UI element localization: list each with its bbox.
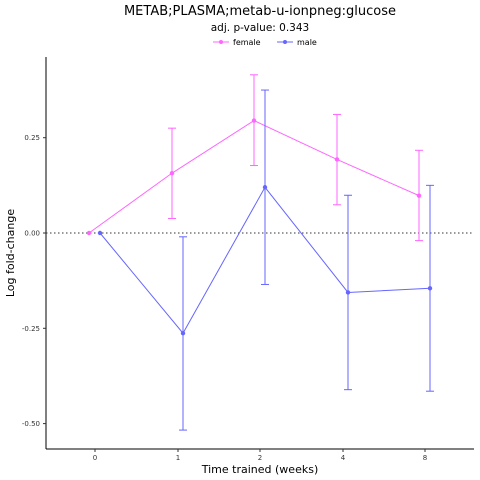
series-female [86, 74, 423, 242]
y-tick-label: -0.50 [22, 420, 40, 428]
x-axis-label: Time trained (weeks) [201, 463, 318, 476]
x-axis-ticks: 0 1 2 4 8 [93, 449, 427, 462]
x-tick-label: 1 [176, 454, 180, 462]
series-male [97, 89, 434, 431]
legend: female male [213, 38, 317, 47]
data-point-male [345, 290, 351, 295]
data-point-female [416, 193, 422, 198]
series-layer [86, 74, 434, 431]
y-axis-label: Log fold-change [4, 209, 17, 297]
data-point-female [169, 170, 175, 176]
data-point-male [97, 230, 103, 236]
data-point-male [180, 331, 186, 336]
y-tick-label: 0.25 [24, 134, 40, 142]
data-point-male [262, 185, 268, 190]
data-point-female [251, 118, 257, 123]
x-tick-label: 0 [93, 454, 97, 462]
chart-subtitle: adj. p-value: 0.343 [211, 22, 309, 34]
y-tick-label: 0.00 [24, 230, 40, 238]
data-point-male [427, 286, 433, 291]
x-tick-label: 8 [423, 454, 427, 462]
legend-label-female: female [233, 38, 261, 47]
data-point-female [334, 157, 340, 162]
y-axis-ticks: 0.25 0.00 -0.25 -0.50 [22, 134, 46, 428]
x-tick-label: 4 [341, 454, 346, 462]
y-tick-label: -0.25 [22, 325, 40, 333]
legend-label-male: male [297, 38, 317, 47]
data-point-female [86, 230, 92, 236]
legend-key-female-point [219, 40, 223, 44]
legend-key-male-point [283, 40, 287, 44]
x-tick-label: 2 [258, 454, 262, 462]
chart-title: METAB;PLASMA;metab-u-ionpneg:glucose [124, 4, 396, 19]
